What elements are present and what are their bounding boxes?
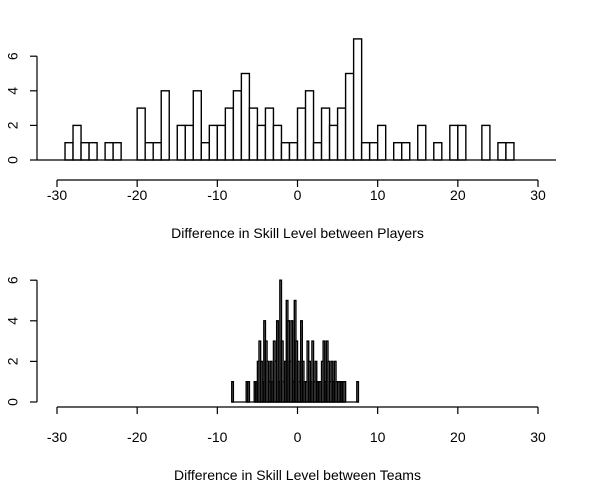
teams-bars xyxy=(232,280,359,402)
players-bar xyxy=(281,143,289,160)
teams-histogram-panel: -30 -20 -10 0 10 20 30 0 2 4 6 Difference in Skil… xyxy=(5,276,546,483)
players-bar xyxy=(217,125,225,160)
players-x-tick-label: 10 xyxy=(370,187,386,203)
teams-bar xyxy=(344,382,346,402)
players-bars xyxy=(37,39,556,160)
players-bar xyxy=(418,125,426,160)
teams-x-axis: -30 -20 -10 0 10 20 30 xyxy=(47,407,546,445)
teams-y-axis: 0 2 4 6 xyxy=(5,276,37,406)
teams-y-tick-label: 0 xyxy=(5,398,21,406)
players-x-axis: -30 -20 -10 0 10 20 30 xyxy=(47,180,546,203)
players-bar xyxy=(185,125,193,160)
players-bar xyxy=(402,143,410,160)
players-bar xyxy=(450,125,458,160)
players-x-tick-label: -30 xyxy=(47,187,67,203)
players-bar xyxy=(177,125,185,160)
players-x-tick-label: -20 xyxy=(127,187,147,203)
players-bar xyxy=(201,143,209,160)
teams-bar xyxy=(232,382,234,402)
players-bar xyxy=(394,143,402,160)
players-bar xyxy=(346,74,354,161)
players-bar xyxy=(233,91,241,160)
players-bar xyxy=(137,108,145,160)
teams-x-axis-label: Difference in Skill Level between Teams xyxy=(174,467,421,483)
players-bar xyxy=(81,143,89,160)
players-y-tick-label: 6 xyxy=(5,52,21,60)
players-bar xyxy=(378,125,386,160)
teams-x-tick-label: 30 xyxy=(530,429,546,445)
players-bar xyxy=(458,125,466,160)
teams-y-tick-label: 6 xyxy=(5,276,21,284)
players-bar xyxy=(225,108,233,160)
players-bar xyxy=(330,125,338,160)
players-bar xyxy=(289,143,297,160)
players-bar xyxy=(193,91,201,160)
players-bar xyxy=(209,125,217,160)
players-bar xyxy=(338,108,346,160)
players-bar xyxy=(354,39,362,160)
players-bar xyxy=(273,125,281,160)
players-bar xyxy=(257,125,265,160)
teams-x-tick-label: 20 xyxy=(450,429,466,445)
teams-x-tick-label: -10 xyxy=(207,429,227,445)
players-bar xyxy=(145,143,153,160)
teams-x-tick-label: -30 xyxy=(47,429,67,445)
teams-x-tick-label: 10 xyxy=(370,429,386,445)
players-bar xyxy=(73,125,81,160)
players-bar xyxy=(498,143,506,160)
players-histogram-panel: -30 -20 -10 0 10 20 30 0 2 4 6 Difference in Skil… xyxy=(5,39,556,241)
players-bar xyxy=(322,108,330,160)
players-bar xyxy=(153,143,161,160)
players-bar xyxy=(482,125,490,160)
players-bar xyxy=(306,91,314,160)
players-bar xyxy=(362,143,370,160)
players-bar xyxy=(113,143,121,160)
players-x-axis-label: Difference in Skill Level between Player… xyxy=(171,225,424,241)
players-y-tick-label: 0 xyxy=(5,156,21,164)
players-bar xyxy=(506,143,514,160)
teams-bar xyxy=(248,382,250,402)
players-x-tick-label: -10 xyxy=(207,187,227,203)
players-bar xyxy=(161,91,169,160)
players-y-tick-label: 4 xyxy=(5,87,21,95)
teams-x-tick-label: 0 xyxy=(294,429,302,445)
players-x-tick-label: 20 xyxy=(450,187,466,203)
teams-x-tick-label: -20 xyxy=(127,429,147,445)
players-bar xyxy=(314,143,322,160)
players-bar xyxy=(241,74,249,161)
teams-y-tick-label: 2 xyxy=(5,357,21,365)
teams-y-tick-label: 4 xyxy=(5,317,21,325)
players-bar xyxy=(434,143,442,160)
players-bar xyxy=(65,143,73,160)
players-bar xyxy=(89,143,97,160)
teams-bar xyxy=(357,382,359,402)
players-x-tick-label: 30 xyxy=(530,187,546,203)
players-bar xyxy=(370,143,378,160)
players-y-axis: 0 2 4 6 xyxy=(5,52,37,164)
players-bar xyxy=(298,108,306,160)
players-bar xyxy=(105,143,113,160)
players-bar xyxy=(265,108,273,160)
players-x-tick-label: 0 xyxy=(294,187,302,203)
players-y-tick-label: 2 xyxy=(5,121,21,129)
players-bar xyxy=(249,108,257,160)
